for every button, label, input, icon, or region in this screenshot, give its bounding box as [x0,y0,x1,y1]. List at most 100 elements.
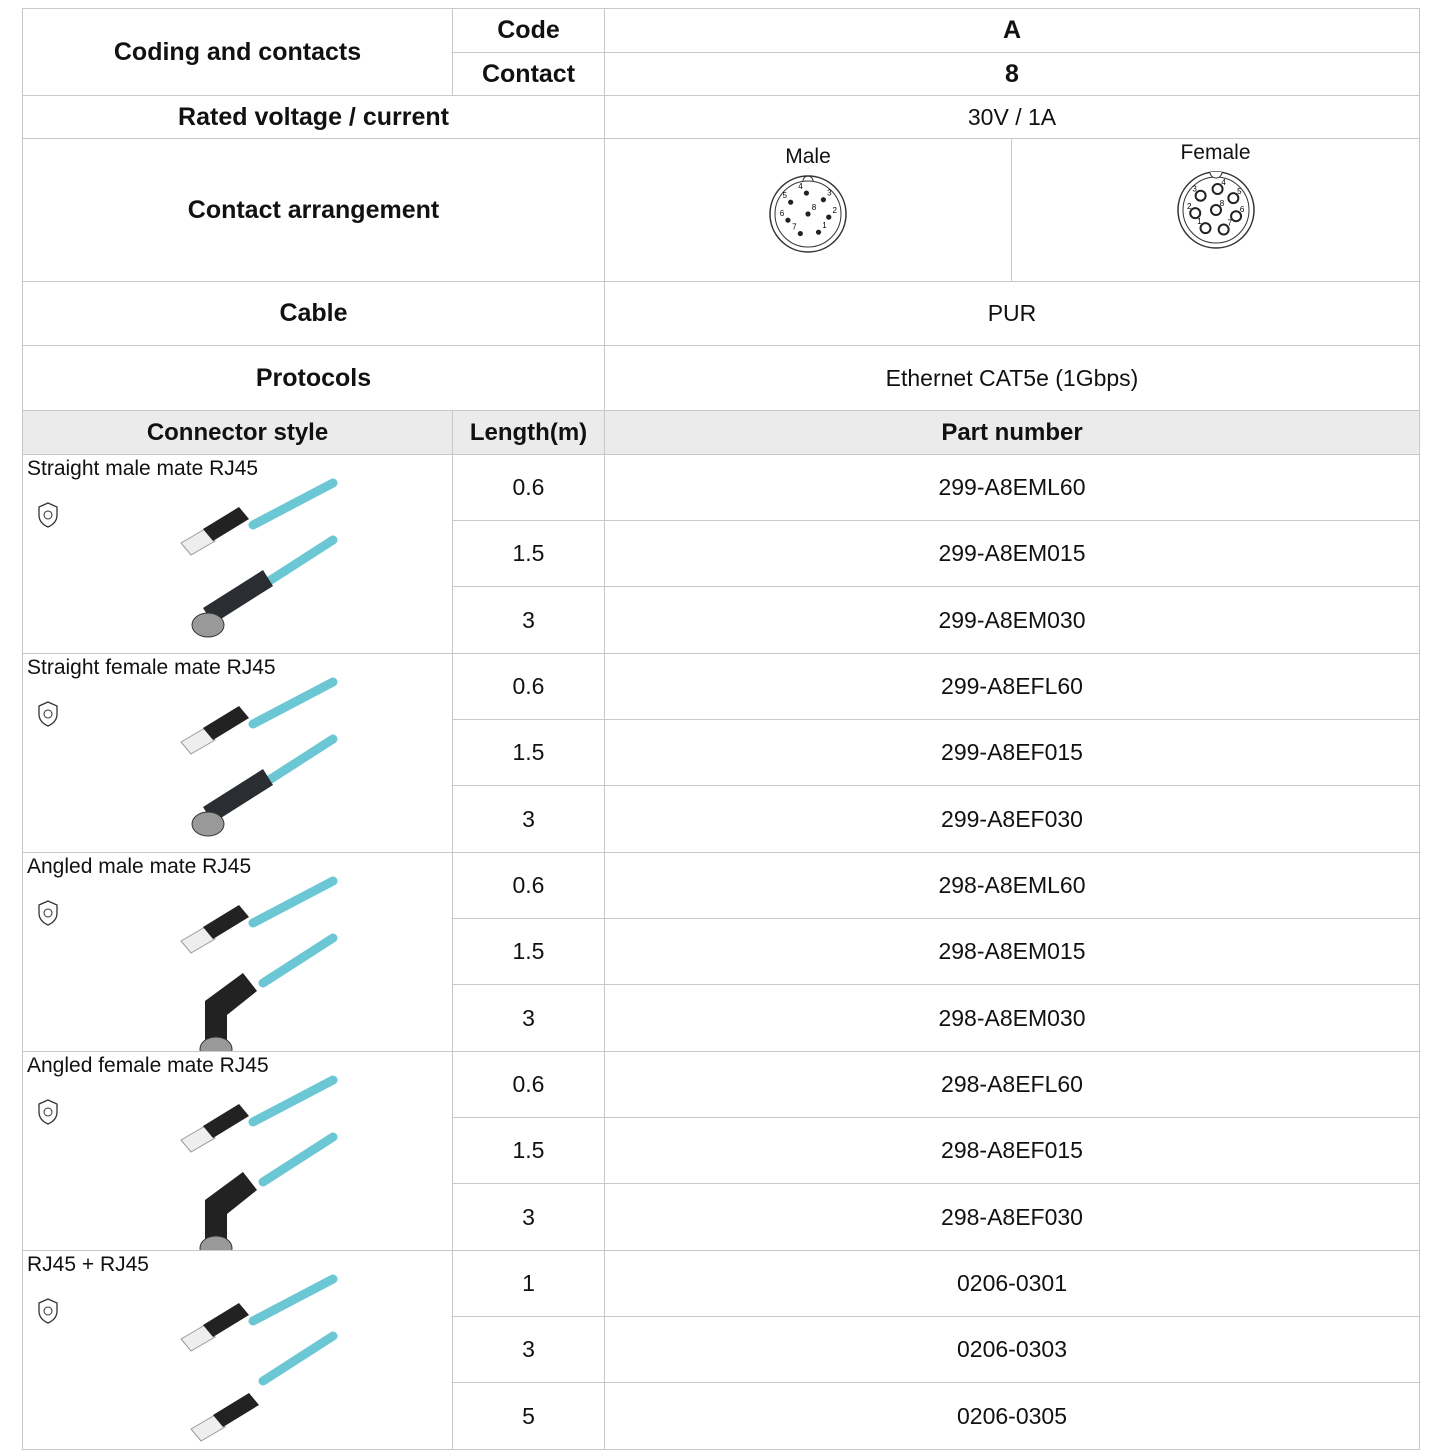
style-cell: RJ45 + RJ45 [22,1250,453,1450]
product-image [38,478,338,638]
value: 30V / 1A [604,95,1420,139]
part-number: 299-A8EML60 [604,454,1420,521]
length: 3 [452,586,605,654]
male-cell: Male 1 2 3 4 5 6 7 8 [604,138,1012,282]
key [1209,171,1222,179]
shield-icon [38,502,58,528]
pin-label: 5 [782,191,787,200]
part-number: 0206-0305 [604,1382,1420,1450]
header: Length(m) [452,410,605,455]
shield-icon [43,908,53,918]
part-number: 299-A8EF015 [604,719,1420,786]
value: Ethernet CAT5e (1Gbps) [604,345,1420,411]
m12-body [205,1172,257,1244]
length: 0.6 [452,454,605,521]
value: A [604,8,1420,53]
product-row: 5 0206-0305 [23,1382,1420,1450]
cable [248,1075,338,1127]
length: 0.6 [452,852,605,919]
length: 1.5 [452,918,605,985]
part-number: 298-A8EF030 [604,1183,1420,1251]
rj45-boot [203,1303,249,1337]
product-row: 1.5 299-A8EF015 [23,719,1420,786]
female-cell: Female 1 2 3 4 5 6 7 8 [1011,138,1420,282]
rj45-boot [203,1104,249,1138]
pin-label: 5 [1237,187,1242,196]
product-row: Angled male mate RJ45 0.6 298-A8EML60 [22,852,1420,1052]
shield-icon [43,1107,53,1117]
style-label: RJ45 + RJ45 [27,1253,149,1276]
pin [1226,192,1239,205]
length: 3 [452,984,605,1052]
cable [248,876,338,928]
pin [1209,204,1222,216]
rj45-plug [180,528,216,556]
m12-face [191,811,225,837]
shield-icon [38,1298,58,1324]
product-row: 1.5 298-A8EM015 [23,918,1420,985]
length: 0.6 [452,653,605,720]
shield-icon [43,709,53,719]
value: 8 [604,52,1420,96]
shield-icon [38,900,58,926]
value: PUR [604,281,1420,346]
part-number: 299-A8EF030 [604,785,1420,853]
rj45-plug [180,1324,216,1352]
part-number: 299-A8EM030 [604,586,1420,654]
rj45-boot [203,507,249,541]
style-label: Straight male mate RJ45 [27,457,259,480]
rj45-boot [213,1393,259,1427]
pin-label: 6 [1239,205,1244,214]
style-cell: Angled male mate RJ45 [22,852,453,1052]
label: Code [452,8,605,53]
pin-label: 8 [812,203,817,212]
product-row: 3 299-A8EM030 [23,586,1420,654]
part-number: 0206-0303 [604,1316,1420,1383]
label: Protocols [22,345,605,411]
pin-label: 4 [798,182,803,191]
shield-icon [43,1306,53,1316]
label: Contact [452,52,605,96]
part-number: 298-A8EF015 [604,1117,1420,1184]
shield-icon [43,510,53,520]
style-cell: Straight male mate RJ45 [22,454,453,654]
length: 0.6 [452,1051,605,1118]
m12-body [203,769,273,823]
product-image [38,1274,338,1442]
m12-body [205,973,257,1045]
pin-label: 2 [1187,202,1192,211]
spec-table: Coding and contacts Code A Contact 8 Rated … [22,8,1420,1450]
style-label: Angled male mate RJ45 [27,855,252,878]
product-row: RJ45 + RJ45 1 0206-0301 [22,1250,1420,1450]
part-number: 0206-0301 [604,1250,1420,1317]
label: Rated voltage / current [22,95,605,139]
key [802,175,814,182]
product-image [38,677,338,837]
product-row: 3 299-A8EF030 [23,785,1420,853]
pin [815,229,822,235]
length: 5 [452,1382,605,1450]
pin [785,217,791,223]
pin [1211,183,1224,196]
product-row: Angled female mate RJ45 0.6 298-A8EFL60 [22,1051,1420,1251]
pin-label: 3 [827,189,832,198]
pin-label: 7 [1227,219,1232,228]
product-image [38,876,338,1051]
product-row: 3 298-A8EF030 [23,1183,1420,1251]
pin [1194,189,1207,202]
cable [258,1331,338,1386]
cable [258,535,338,590]
label: Female [1180,141,1251,164]
cable [258,734,338,789]
pin [1188,207,1201,220]
label: Cable [22,281,605,346]
pin-label: 2 [833,206,838,215]
cable [248,1274,338,1326]
product-row: Straight male mate RJ45 0.6 299-A8EML60 [22,454,1420,654]
pin [1229,210,1242,223]
rj45-boot [203,905,249,939]
pin [797,230,803,237]
pin [803,190,810,196]
pin-label: 1 [1197,217,1202,226]
